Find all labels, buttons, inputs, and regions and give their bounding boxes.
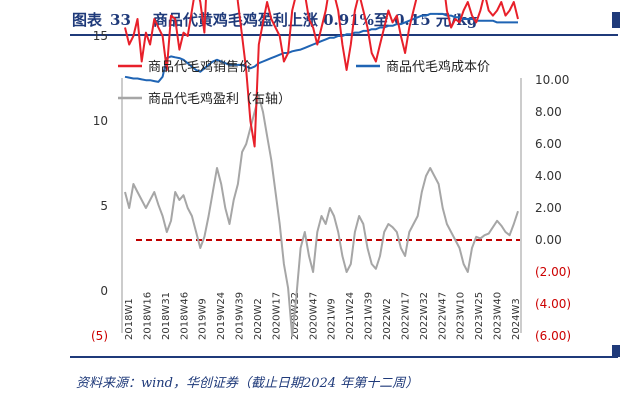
figure-number: 33 bbox=[110, 11, 131, 29]
x-tick-label: 2021W39 bbox=[364, 292, 375, 340]
legend-sale-price-label: 商品代毛鸡销售价 bbox=[148, 59, 252, 75]
x-tick-label: 2018W46 bbox=[179, 292, 190, 340]
left-tick-label: 15 bbox=[93, 29, 108, 43]
left-tick-label: 10 bbox=[93, 114, 108, 128]
source-note: 资料来源：wind，华创证券（截止日期2024 年第十二周） bbox=[76, 376, 419, 391]
x-tick-label: 2018W16 bbox=[142, 292, 153, 340]
right-tick-label: 0.00 bbox=[535, 233, 562, 247]
right-tick-label: (2.00) bbox=[535, 265, 571, 279]
legend-cost-price-label: 商品代毛鸡成本价 bbox=[386, 59, 490, 75]
series-line-sale-price bbox=[124, 0, 519, 148]
x-tick-label: 2019W24 bbox=[216, 292, 227, 340]
x-tick-label: 2020W17 bbox=[271, 292, 282, 340]
left-tick-label: 0 bbox=[100, 284, 108, 298]
x-tick-label: 2023W40 bbox=[493, 292, 504, 340]
right-tick-label: (6.00) bbox=[535, 329, 571, 343]
x-tick-label: 2018W31 bbox=[161, 292, 172, 340]
x-tick-label: 2022W47 bbox=[437, 292, 448, 340]
x-tick-label: 2022W2 bbox=[382, 298, 393, 340]
x-tick-label: 2020W47 bbox=[308, 292, 319, 340]
left-tick-label-neg: (5) bbox=[91, 329, 108, 343]
x-tick-label: 2023W10 bbox=[456, 292, 467, 340]
right-tick-label: 2.00 bbox=[535, 201, 562, 215]
right-tick-label: 10.00 bbox=[535, 73, 569, 87]
x-tick-label: 2023W25 bbox=[474, 292, 485, 340]
right-tick-label: 8.00 bbox=[535, 105, 562, 119]
right-tick-label: 6.00 bbox=[535, 137, 562, 151]
x-tick-label: 2022W17 bbox=[400, 292, 411, 340]
series-line-cost-price bbox=[124, 12, 518, 83]
series-line-profit bbox=[124, 95, 519, 337]
x-tick-label: 2024W3 bbox=[511, 298, 522, 340]
right-tick-label: 4.00 bbox=[535, 169, 562, 183]
figure-label: 图表 bbox=[72, 11, 103, 29]
x-tick-label: 2020W2 bbox=[253, 298, 264, 340]
source-rule bbox=[70, 356, 618, 358]
x-tick-label: 2018W1 bbox=[124, 298, 135, 340]
edge-mark-top bbox=[612, 12, 620, 28]
x-tick-label: 2022W32 bbox=[419, 292, 430, 340]
x-tick-label: 2021W9 bbox=[327, 298, 338, 340]
x-tick-label: 2020W32 bbox=[290, 292, 301, 340]
edge-mark-bottom bbox=[612, 345, 620, 357]
legend-profit-label: 商品代毛鸡盈利（右轴） bbox=[148, 91, 291, 107]
x-tick-label: 2019W39 bbox=[235, 292, 246, 340]
line-chart: 0510152025(5)(6.00)(4.00)(2.00)0.002.004… bbox=[91, 0, 571, 343]
left-tick-label: 5 bbox=[100, 199, 108, 213]
right-tick-label: (4.00) bbox=[535, 297, 571, 311]
x-tick-label: 2021W24 bbox=[345, 292, 356, 340]
x-tick-label: 2019W9 bbox=[198, 298, 209, 340]
